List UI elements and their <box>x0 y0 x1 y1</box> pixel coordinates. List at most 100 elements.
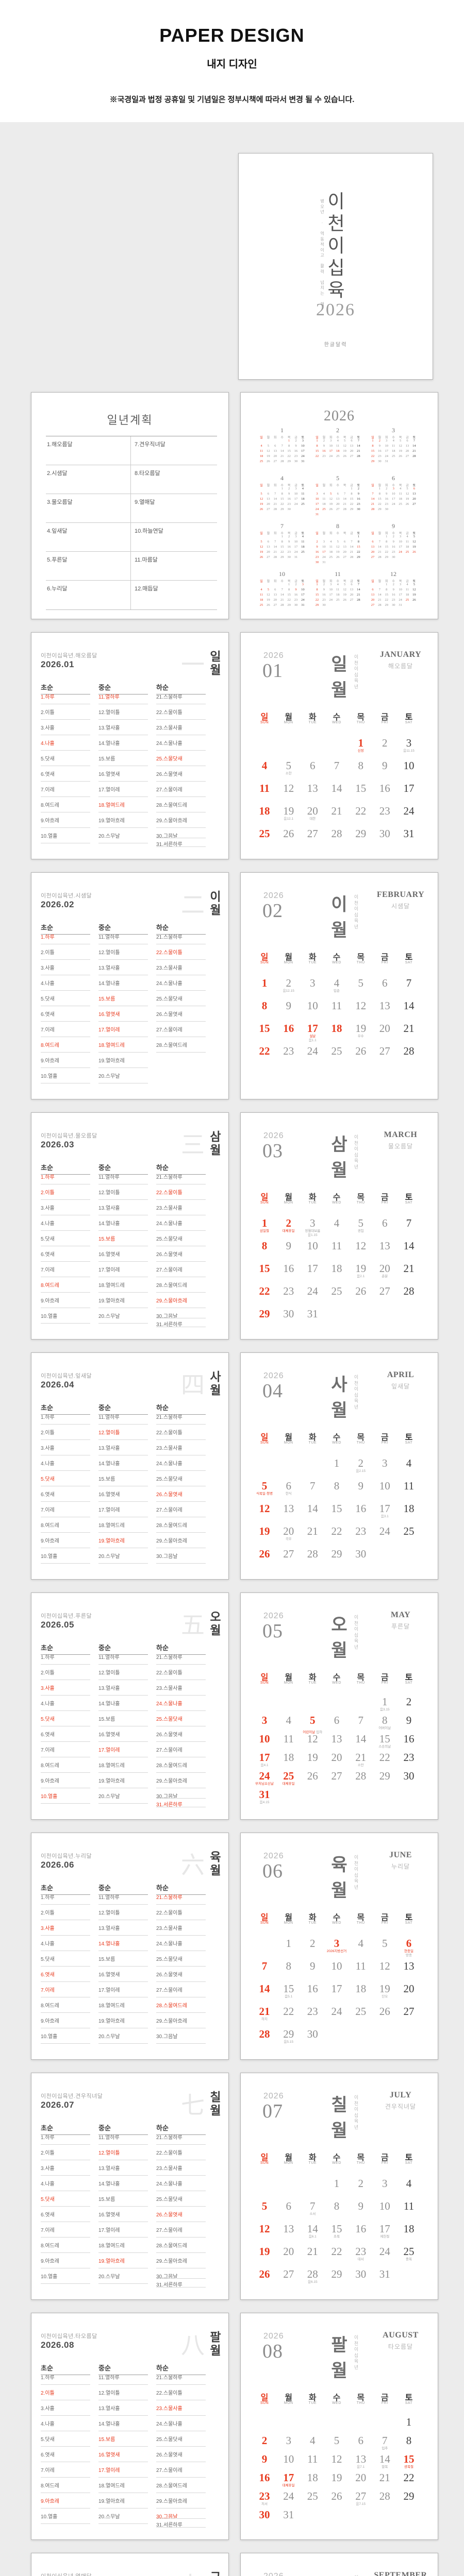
date-cell: 1 음3.15 <box>369 1696 400 1712</box>
mini-calendar-date: 24 <box>399 598 402 602</box>
date-number: 10 <box>331 1960 342 1972</box>
mini-calendar-date: 1 <box>378 487 381 490</box>
weekday-english: MON <box>284 961 293 964</box>
mini-weekday-label: 수 <box>280 532 284 535</box>
day-list-item: 22.스물이틀 <box>156 1430 183 1436</box>
date-number: 3 <box>310 1217 316 1229</box>
date-number: 22 <box>259 1045 270 1057</box>
date-number: 7 <box>310 2200 316 2212</box>
day-list-underline <box>156 990 206 991</box>
mini-calendar-title: 12 <box>390 570 396 578</box>
date-number: 4 <box>334 1217 340 1229</box>
mini-calendar-date: 22 <box>350 502 354 506</box>
mini-calendar-date: 20 <box>350 593 354 597</box>
mini-calendar-date: 5 <box>267 588 270 591</box>
day-list-underline <box>98 1501 148 1502</box>
date-cell: 22 <box>321 2246 352 2257</box>
date-cell: 16 <box>273 1263 304 1274</box>
day-list-underline <box>98 2237 148 2238</box>
weekday-english: SUN <box>260 1201 269 1205</box>
day-list-item: 9.아흐레 <box>41 818 59 824</box>
decade-header: 하순 <box>156 1883 206 1895</box>
day-list-item: 25.스물닷새 <box>156 1717 183 1722</box>
day-list-item: 23.스물사흘 <box>156 1926 183 1931</box>
date-cell: 15 <box>321 1503 352 1514</box>
mini-calendar-title: 2 <box>336 427 339 434</box>
day-list-item: 24.스물나흘 <box>156 2421 183 2427</box>
day-list-item: 2.이틀 <box>41 1430 55 1436</box>
date-number: 3 <box>382 2177 388 2190</box>
day-list-item: 12.열이틀 <box>98 2391 120 2396</box>
date-cell: 7 <box>249 1960 280 1972</box>
date-annotations: 음12.1 <box>273 817 304 821</box>
date-number: 2 <box>286 1217 291 1229</box>
date-annotations: 식목일·청명 <box>249 1492 280 1496</box>
day-list-underline <box>98 796 148 797</box>
date-cell: 14 <box>297 1503 328 1514</box>
date-number: 15 <box>403 2453 415 2465</box>
day-list-underline <box>156 2384 206 2385</box>
date-number: 30 <box>259 2509 270 2521</box>
mini-calendar-date: 24 <box>301 598 305 602</box>
month-korean-label: 이천이십육년.해오름달 <box>41 653 97 659</box>
date-cell: 10 <box>297 1240 328 1251</box>
mini-calendar-date: 16 <box>357 497 360 501</box>
mini-calendar-date: 11 <box>392 444 395 448</box>
weekday-english: WED <box>332 961 341 964</box>
mini-calendar-date: 5 <box>343 583 346 586</box>
mini-weekday-label: 토 <box>357 580 360 583</box>
weekday-english: THU <box>356 1681 365 1685</box>
date-cell: 9 <box>273 1240 304 1251</box>
day-list-underline <box>98 781 148 782</box>
date-annotations: 음6.15 <box>297 2280 328 2284</box>
mini-calendar-date: 6 <box>372 540 374 544</box>
date-annotations: 광복절 <box>393 2465 424 2469</box>
calendar-month-number: 03 <box>262 1140 283 1162</box>
date-number: 28 <box>259 2028 270 2040</box>
month-numeric-label: 2026.01 <box>41 659 74 669</box>
date-number: 10 <box>403 759 415 772</box>
calendar-year: 2026 <box>263 1612 284 1620</box>
date-number: 16 <box>259 2471 270 2484</box>
date-cell: 30 <box>273 1308 304 1319</box>
mini-weekday-label: 화 <box>274 436 277 439</box>
date-cell: 8 <box>249 1240 280 1251</box>
month-calendar-page-2026-03: 2026 03 삼 월 이 천 이 십 육 년 MARCH 물오름달 일 SUN 월 MON 화 TUE 수 WED 목… <box>240 1112 438 1340</box>
date-cell: 4 <box>321 1217 352 1229</box>
date-annotations: 설날 음1.1 <box>297 1035 328 1042</box>
date-annotation: 음2.15 <box>356 1469 366 1473</box>
date-cell: 24 <box>321 2006 352 2017</box>
mini-weekday-label: 일 <box>260 484 263 487</box>
day-list-item: 12.열이틀 <box>98 710 120 716</box>
day-list-underline <box>156 1052 206 1053</box>
day-list-underline <box>41 1772 90 1773</box>
date-cell: 11 <box>393 2200 424 2212</box>
day-list-item: 3.사흘 <box>41 1206 55 1211</box>
day-list-item: 5.닷새 <box>41 996 55 1002</box>
date-number: 12 <box>259 2223 270 2235</box>
mini-calendar-date: 2 <box>288 535 290 538</box>
mini-calendar-date: 16 <box>294 593 298 597</box>
date-cell: 17 <box>297 1263 328 1274</box>
mini-calendar-date: 4 <box>302 535 304 538</box>
day-list-underline <box>156 1664 206 1665</box>
date-cell: 29 <box>393 2490 424 2502</box>
mini-weekday-label: 수 <box>336 532 339 535</box>
date-number: 17 <box>307 1262 318 1275</box>
mini-calendar-date: 6 <box>343 540 346 544</box>
mini-calendar-date: 18 <box>259 454 263 458</box>
mini-weekday-label: 일 <box>260 532 263 535</box>
date-annotation: 대한 <box>309 817 316 821</box>
date-number: 13 <box>307 782 318 794</box>
mini-calendar-date: 23 <box>322 454 326 458</box>
weekday-english: SAT <box>405 2401 413 2405</box>
mini-weekday-label: 월 <box>267 436 270 439</box>
date-number: 19 <box>355 1022 367 1035</box>
date-cell: 28 <box>321 828 352 839</box>
mini-calendar-date: 23 <box>287 550 291 554</box>
date-number: 8 <box>382 1714 388 1726</box>
